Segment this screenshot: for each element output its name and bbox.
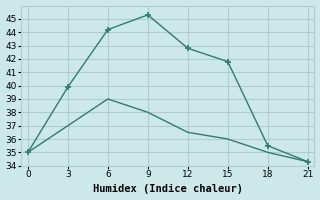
X-axis label: Humidex (Indice chaleur): Humidex (Indice chaleur) [93,184,243,194]
